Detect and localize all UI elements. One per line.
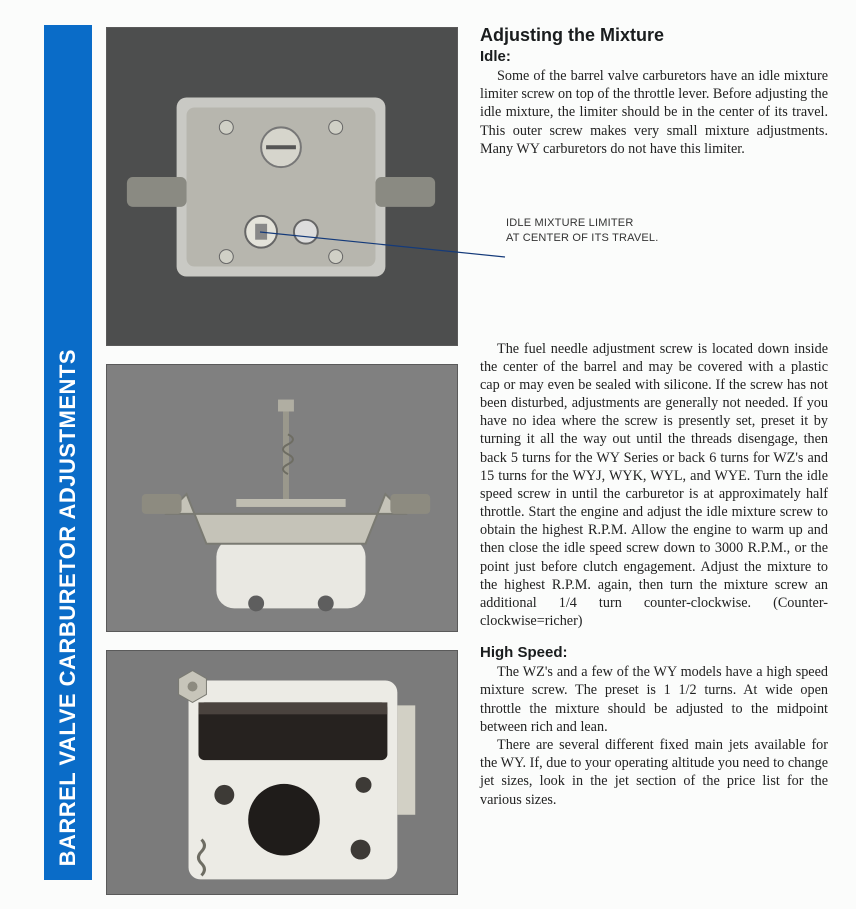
idle-subheading: Idle: xyxy=(480,48,828,65)
high-speed-subheading: High Speed: xyxy=(480,644,828,661)
callout-text: IDLE MIXTURE LIMITER AT CENTER OF ITS TR… xyxy=(506,216,828,246)
high-speed-paragraph-1: The WZ's and a few of the WY models have… xyxy=(480,663,828,736)
callout-line-2: AT CENTER OF ITS TRAVEL. xyxy=(506,231,828,246)
photo-carburetor-bottom xyxy=(106,650,458,895)
idle-paragraph-1: Some of the barrel valve carburetors hav… xyxy=(480,67,828,158)
idle-paragraph-2: The fuel needle adjustment screw is loca… xyxy=(480,340,828,631)
section-heading: Adjusting the Mixture xyxy=(480,25,828,46)
side-tab-label: BARREL VALVE CARBURETOR ADJUSTMENTS xyxy=(55,349,81,866)
text-column: Adjusting the Mixture Idle: Some of the … xyxy=(480,25,828,809)
high-speed-paragraph-2: There are several different fixed main j… xyxy=(480,736,828,809)
carburetor-side-illustration xyxy=(107,364,457,632)
manual-page: BARREL VALVE CARBURETOR ADJUSTMENTS xyxy=(0,0,856,909)
carburetor-bottom-illustration xyxy=(107,650,457,895)
photo-carburetor-side xyxy=(106,364,458,632)
photo-column xyxy=(106,27,458,895)
side-tab: BARREL VALVE CARBURETOR ADJUSTMENTS xyxy=(44,25,92,880)
photo-carburetor-top xyxy=(106,27,458,346)
callout-line-1: IDLE MIXTURE LIMITER xyxy=(506,216,828,231)
carburetor-top-illustration xyxy=(107,27,457,346)
